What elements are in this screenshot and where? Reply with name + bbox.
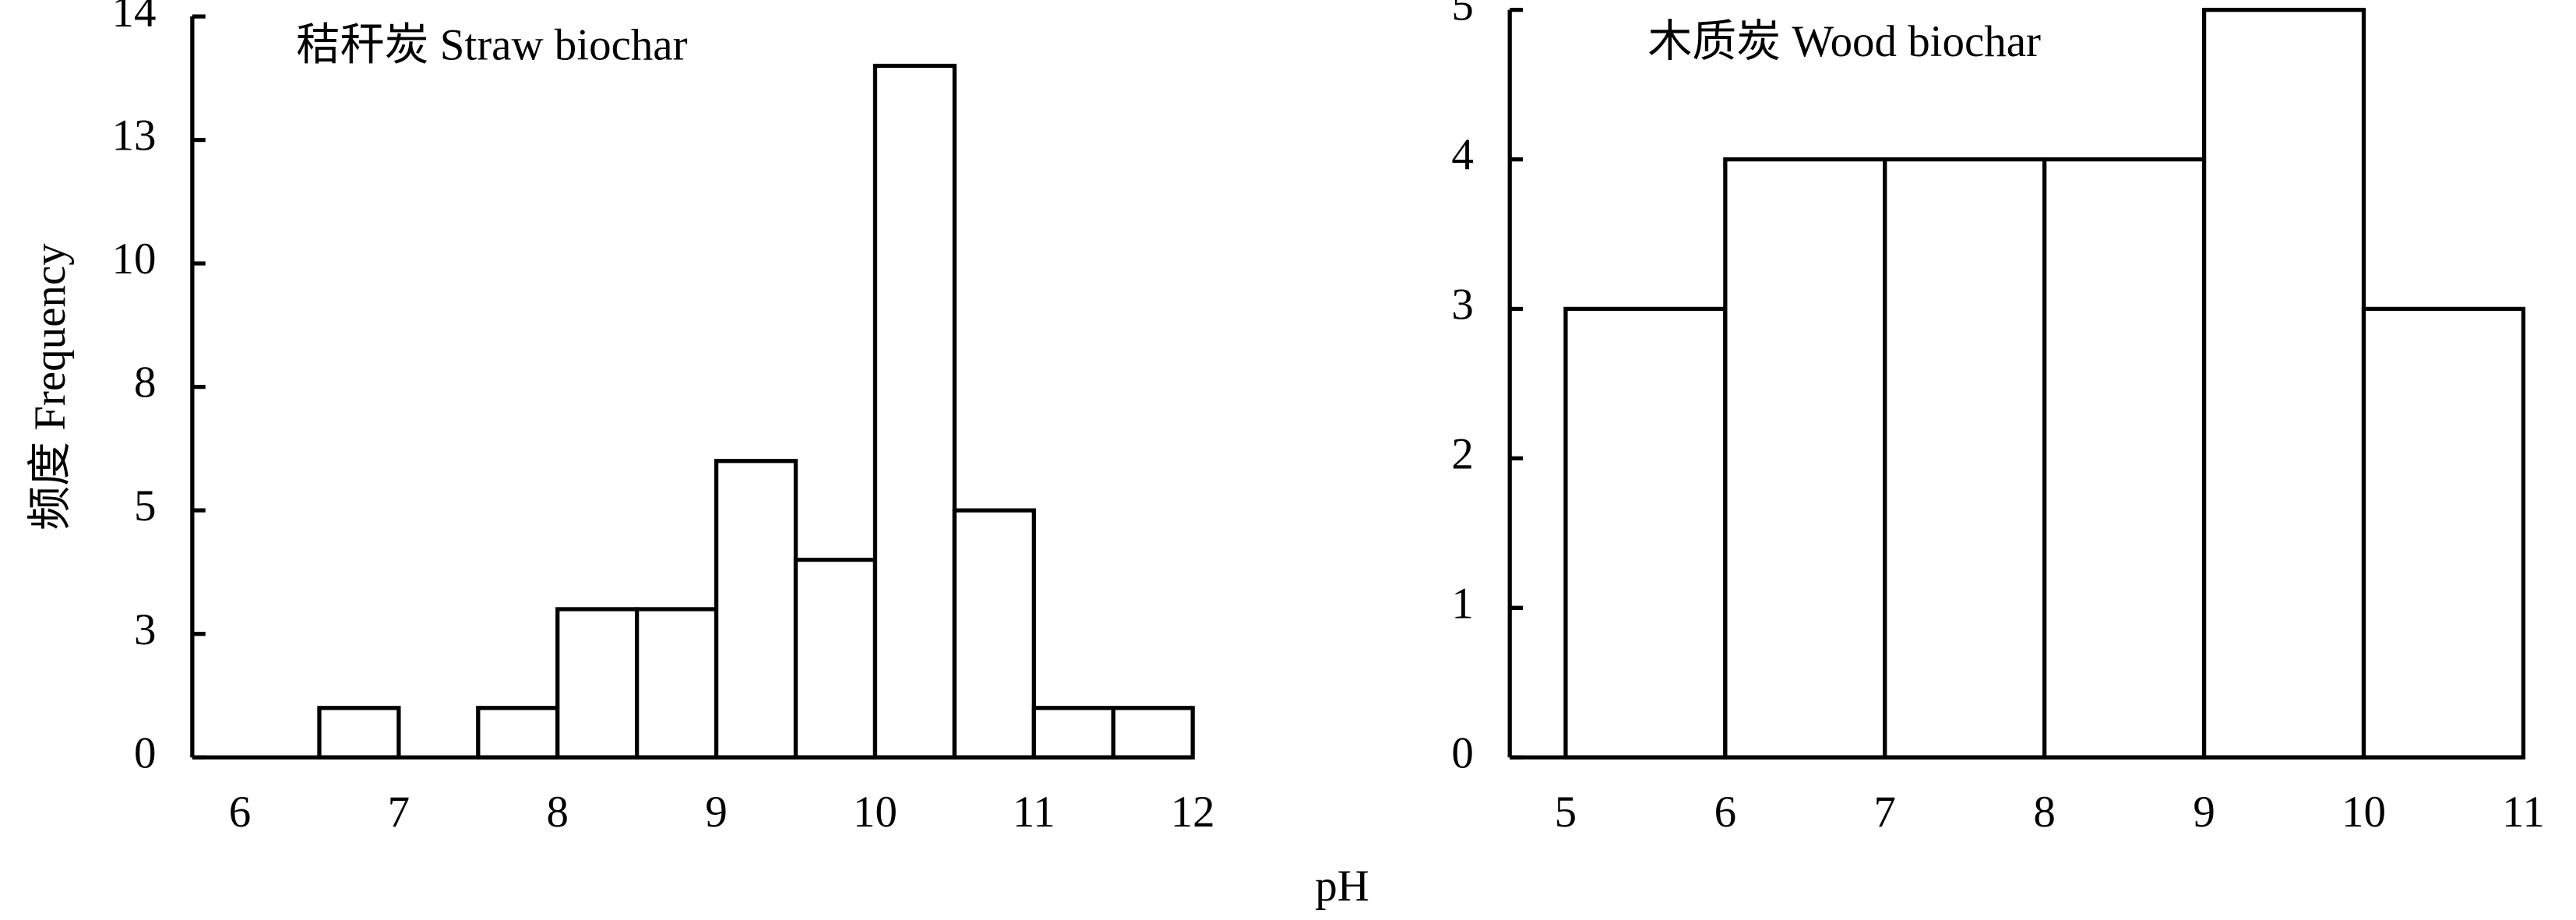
x-tick-label: 6	[229, 788, 251, 837]
bar	[793, 557, 878, 760]
y-tick-label: 5	[1451, 0, 1473, 30]
y-tick-label: 5	[134, 481, 156, 530]
x-tick-label: 6	[1714, 788, 1736, 837]
bar	[714, 459, 798, 760]
x-tick-label: 5	[1555, 788, 1577, 837]
bar	[1723, 157, 1887, 760]
x-tick-label: 9	[2193, 788, 2215, 837]
bar	[555, 607, 640, 760]
bar	[635, 607, 719, 760]
bar	[2201, 8, 2366, 760]
y-tick-label: 3	[134, 605, 156, 654]
bar	[952, 508, 1036, 760]
y-tick-label: 13	[112, 111, 157, 160]
y-axis-label: 频度 Frequency	[26, 243, 75, 530]
x-tick-label: 12	[1171, 788, 1215, 837]
x-axis-label: pH	[1315, 862, 1369, 911]
y-tick-label: 0	[1451, 728, 1473, 777]
bar	[2042, 157, 2207, 760]
bar	[1111, 706, 1195, 760]
bar	[1031, 706, 1115, 760]
x-tick-label: 7	[388, 788, 410, 837]
x-tick-label: 7	[1874, 788, 1896, 837]
y-tick-label: 3	[1451, 280, 1473, 330]
bar	[317, 706, 401, 760]
y-tick-label: 2	[1451, 429, 1473, 478]
y-tick-label: 4	[1451, 131, 1473, 180]
bar	[2361, 306, 2526, 760]
chart-title: 木质炭 Wood biochar	[1647, 17, 2041, 66]
x-tick-label: 11	[2502, 788, 2545, 837]
x-tick-label: 8	[2033, 788, 2055, 837]
bar	[872, 63, 957, 760]
chart-title: 秸秆炭 Straw biochar	[296, 20, 688, 69]
bar	[1563, 306, 1728, 760]
y-tick-label: 1	[1451, 579, 1473, 628]
x-tick-label: 9	[705, 788, 727, 837]
y-tick-label: 0	[134, 728, 156, 777]
bar	[1883, 157, 2047, 760]
x-tick-label: 8	[546, 788, 568, 837]
x-tick-label: 10	[853, 788, 897, 837]
x-tick-label: 10	[2342, 788, 2386, 837]
bar	[476, 706, 560, 760]
y-tick-label: 8	[134, 358, 156, 407]
y-tick-label: 10	[112, 234, 157, 284]
x-tick-label: 11	[1013, 788, 1055, 837]
y-tick-label: 14	[112, 0, 157, 37]
